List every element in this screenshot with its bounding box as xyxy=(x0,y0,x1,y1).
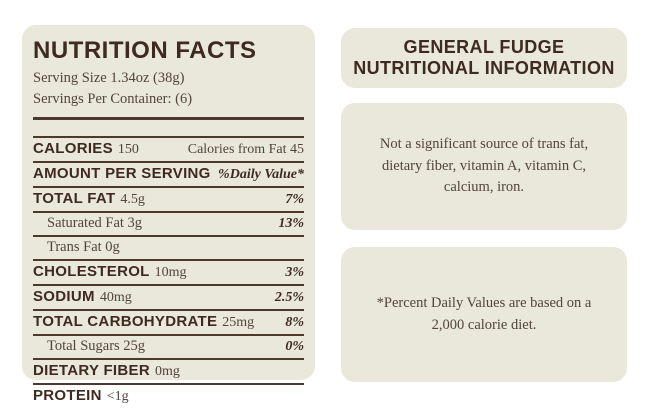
table-row-total-sugars: Total Sugars 25g 0% xyxy=(33,336,304,361)
info-title-box: GENERAL FUDGE NUTRITIONAL INFORMATION xyxy=(341,28,627,88)
row-amount: 10mg xyxy=(154,265,187,281)
nutrition-facts-title: NUTRITION FACTS xyxy=(33,37,257,64)
row-label: Total Sugars 25g xyxy=(47,338,146,355)
table-row-dietary-fiber: DIETARY FIBER 0mg xyxy=(33,360,304,386)
row-value: 7% xyxy=(285,192,304,208)
row-value: 13% xyxy=(278,216,304,232)
nutrition-facts-panel: NUTRITION FACTS Serving Size 1.34oz (38g… xyxy=(22,25,315,404)
info-title-line2: NUTRITIONAL INFORMATION xyxy=(353,58,615,78)
row-amount: 150 xyxy=(117,142,139,158)
row-label: TOTAL FAT xyxy=(33,190,116,208)
row-amount: 0mg xyxy=(154,364,180,380)
table-row-cholesterol: CHOLESTEROL 10mg 3% xyxy=(33,261,304,287)
row-amount: 40mg xyxy=(99,290,132,306)
servings-per-container: Servings Per Container: (6) xyxy=(33,91,193,108)
row-amount: 25mg xyxy=(222,315,255,331)
table-row-saturated-fat: Saturated Fat 3g 13% xyxy=(33,213,304,238)
row-value: 3% xyxy=(285,265,304,281)
info-title-line1: GENERAL FUDGE xyxy=(403,36,565,57)
table-row-calories: CALORIES 150 Calories from Fat 45 xyxy=(33,138,304,164)
table-row-amount-per-serving: AMOUNT PER SERVING %Daily Value* xyxy=(33,163,304,189)
row-label: TOTAL CARBOHYDRATE xyxy=(33,313,218,331)
nutrition-table: CALORIES 150 Calories from Fat 45 AMOUNT … xyxy=(33,136,304,408)
table-row-total-fat: TOTAL FAT 4.5g 7% xyxy=(33,188,304,214)
table-row-sodium: SODIUM 40mg 2.5% xyxy=(33,286,304,312)
row-label: PROTEIN xyxy=(33,387,102,405)
row-label: SODIUM xyxy=(33,288,95,306)
table-row-trans-fat: Trans Fat 0g xyxy=(33,237,304,262)
row-label: DIETARY FIBER xyxy=(33,362,150,380)
serving-info: Serving Size 1.34oz (38g) Servings Per C… xyxy=(33,68,304,110)
table-row-total-carbohydrate: TOTAL CARBOHYDRATE 25mg 8% xyxy=(33,311,304,337)
row-value: 8% xyxy=(285,315,304,331)
row-value: Calories from Fat 45 xyxy=(187,142,304,158)
significant-source-note: Not a significant source of trans fat, d… xyxy=(379,135,589,196)
daily-value-note: *Percent Daily Values are based on a 2,0… xyxy=(376,294,592,333)
row-label: Saturated Fat 3g xyxy=(47,215,143,232)
row-label: CHOLESTEROL xyxy=(33,263,150,281)
header-divider xyxy=(33,117,304,121)
serving-size: Serving Size 1.34oz (38g) xyxy=(33,70,185,87)
table-row-protein: PROTEIN <1g xyxy=(33,385,304,408)
daily-value-note-box: *Percent Daily Values are based on a 2,0… xyxy=(341,247,627,382)
row-value: 0% xyxy=(285,339,304,355)
row-value: 2.5% xyxy=(274,290,304,306)
row-label: Trans Fat 0g xyxy=(47,239,120,256)
row-label: CALORIES xyxy=(33,140,113,158)
row-amount: <1g xyxy=(106,389,129,405)
row-label: AMOUNT PER SERVING xyxy=(33,165,211,183)
significant-source-note-box: Not a significant source of trans fat, d… xyxy=(341,103,627,230)
row-value: %Daily Value* xyxy=(218,167,304,183)
row-amount: 4.5g xyxy=(120,192,145,208)
